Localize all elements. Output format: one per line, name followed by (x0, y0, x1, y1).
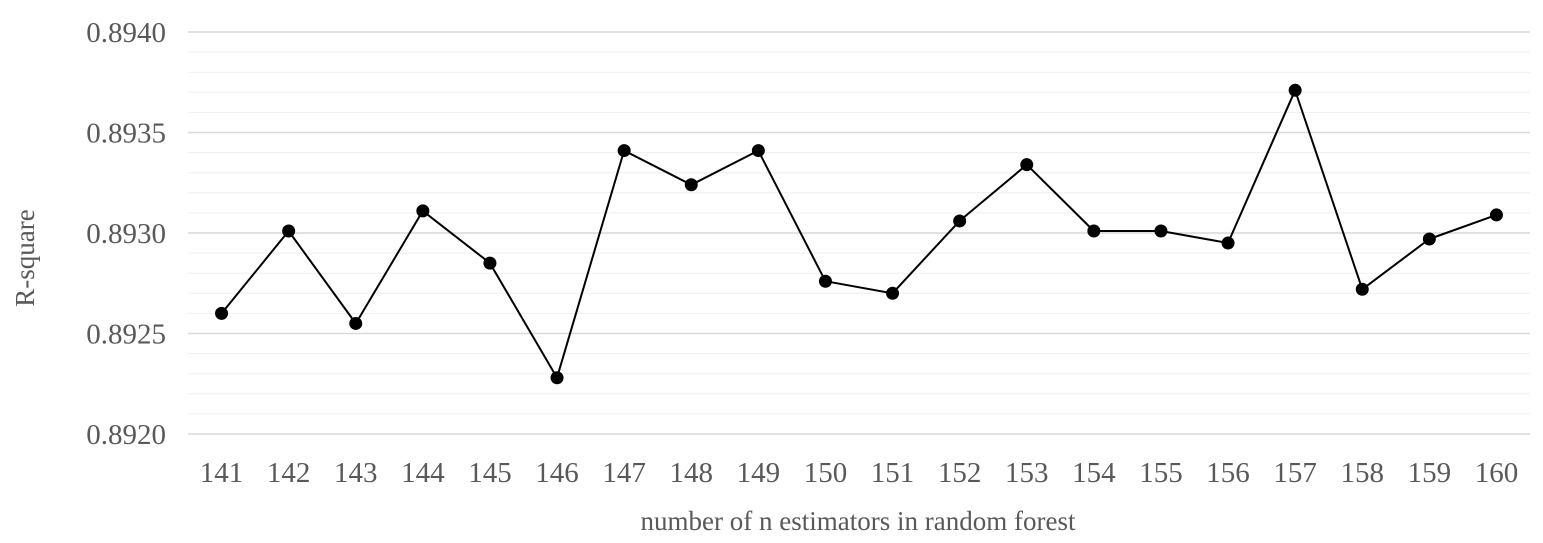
major-gridlines (188, 31, 1530, 435)
y-axis-tick-labels: 0.8920 0.8925 0.8930 0.8935 0.8940 (86, 17, 166, 451)
minor-gridlines (188, 51, 1530, 415)
y-tick-label: 0.8940 (86, 17, 166, 49)
data-point (215, 306, 229, 320)
data-point (1422, 232, 1436, 246)
y-axis-title: R-square (10, 209, 40, 306)
data-point (282, 224, 296, 238)
x-tick-label: 160 (1475, 457, 1519, 489)
y-tick-label: 0.8920 (86, 419, 166, 451)
data-point (953, 214, 967, 228)
x-tick-label: 148 (670, 457, 714, 489)
x-tick-label: 154 (1072, 457, 1116, 489)
data-point (1087, 224, 1101, 238)
data-point (751, 144, 765, 158)
data-point (550, 371, 564, 385)
x-axis-title: number of n estimators in random forest (641, 506, 1076, 536)
y-tick-label: 0.8930 (86, 218, 166, 250)
x-tick-label: 143 (334, 457, 378, 489)
x-tick-label: 157 (1273, 457, 1317, 489)
data-point (1020, 158, 1034, 172)
x-tick-label: 156 (1206, 457, 1250, 489)
x-tick-label: 147 (602, 457, 646, 489)
data-point (349, 316, 363, 330)
x-tick-label: 152 (938, 457, 982, 489)
data-point (684, 178, 698, 192)
data-point (1355, 282, 1369, 296)
data-point (1154, 224, 1168, 238)
x-tick-label: 151 (871, 457, 915, 489)
data-point (1221, 236, 1235, 250)
x-tick-label: 150 (804, 457, 848, 489)
data-point (416, 204, 430, 218)
x-tick-label: 159 (1408, 457, 1452, 489)
y-tick-label: 0.8935 (86, 118, 166, 150)
x-tick-label: 149 (737, 457, 781, 489)
x-tick-label: 153 (1005, 457, 1049, 489)
series-line (220, 89, 1497, 379)
x-tick-label: 145 (468, 457, 512, 489)
x-axis-tick-labels: 141 142 143 144 145 146 147 148 149 150 151 152 153 1… (200, 457, 1518, 489)
x-tick-label: 146 (535, 457, 579, 489)
data-point (818, 274, 832, 288)
x-tick-label: 141 (200, 457, 244, 489)
data-point (886, 286, 900, 300)
data-series (215, 83, 1503, 385)
x-tick-label: 142 (267, 457, 311, 489)
x-tick-label: 144 (401, 457, 445, 489)
data-point (483, 256, 497, 270)
x-tick-label: 155 (1139, 457, 1183, 489)
x-tick-label: 158 (1341, 457, 1385, 489)
data-point (617, 144, 631, 158)
y-tick-label: 0.8925 (86, 319, 166, 351)
data-point (1288, 83, 1302, 97)
data-point (1489, 208, 1503, 222)
